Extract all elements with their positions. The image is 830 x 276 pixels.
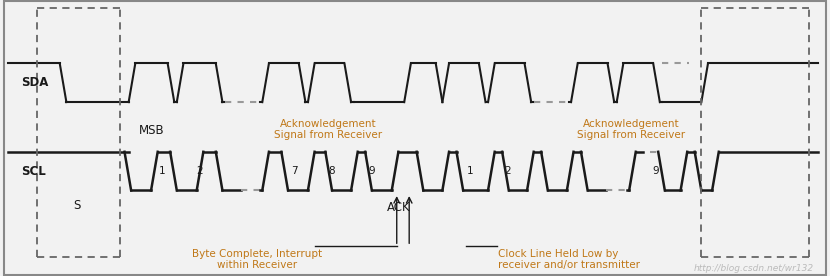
Text: 7: 7: [291, 166, 298, 176]
Text: Clock Line Held Low by
receiver and/or transmitter: Clock Line Held Low by receiver and/or t…: [498, 249, 640, 270]
Text: SDA: SDA: [21, 76, 48, 89]
Text: 1: 1: [467, 166, 474, 176]
Text: Acknowledgement
Signal from Receiver: Acknowledgement Signal from Receiver: [577, 119, 685, 140]
Text: S: S: [74, 199, 81, 212]
Text: SCL: SCL: [21, 164, 46, 178]
Text: ACK: ACK: [387, 201, 410, 214]
Text: http://blog.csdn.net/wr132: http://blog.csdn.net/wr132: [693, 264, 813, 273]
Text: Acknowledgement
Signal from Receiver: Acknowledgement Signal from Receiver: [274, 119, 382, 140]
Text: 8: 8: [329, 166, 335, 176]
Text: 2: 2: [505, 166, 511, 176]
Text: Byte Complete, Interrupt
within Receiver: Byte Complete, Interrupt within Receiver: [193, 249, 322, 270]
Text: 1: 1: [159, 166, 165, 176]
Text: 9: 9: [369, 166, 375, 176]
Text: MSB: MSB: [139, 124, 164, 137]
Text: 2: 2: [196, 166, 203, 176]
Text: 9: 9: [652, 166, 659, 176]
